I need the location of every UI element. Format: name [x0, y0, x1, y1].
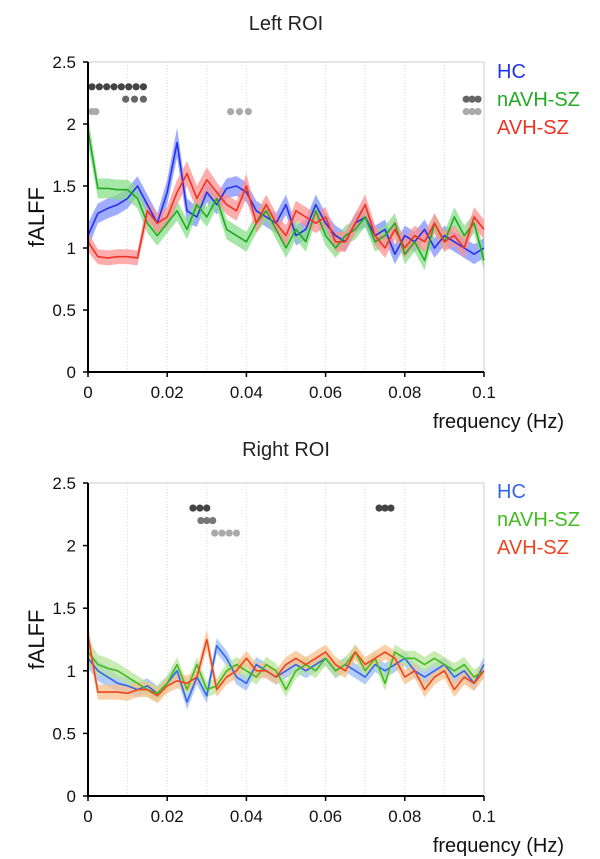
y-axis-label: fALFF: [24, 610, 49, 670]
legend-entry-hc: HC: [497, 481, 526, 503]
x-tick-label: 0.02: [151, 383, 184, 402]
significance-dot: [225, 529, 233, 537]
significance-dot: [227, 108, 235, 116]
confidence-band-avh-sz: [88, 161, 484, 266]
series-line-avh-sz: [87, 172, 485, 259]
x-tick-label: 0.08: [388, 807, 421, 826]
legend-entry-navh-sz: nAVH-SZ: [497, 89, 580, 111]
significance-dot: [189, 504, 197, 512]
significance-dot: [244, 108, 252, 116]
y-tick-label: 0.5: [52, 724, 76, 743]
y-tick-label: 2: [67, 115, 76, 134]
series-line-hc: [87, 644, 485, 703]
significance-dot: [88, 83, 96, 91]
y-tick-label: 0: [67, 363, 76, 382]
legend-entry-avh-sz: AVH-SZ: [497, 117, 569, 139]
x-tick-label: 0.06: [309, 383, 342, 402]
chart-panel-1: Left ROI 0 0.5 1 1.5 2 2.5 0 0.02 0.04 0.06 0.08 0.1…: [24, 13, 580, 433]
significance-dot: [468, 108, 476, 116]
x-axis-label: frequency (Hz): [433, 835, 564, 857]
y-tick-label: 2.5: [52, 53, 76, 72]
significance-dot: [125, 83, 133, 91]
significance-dot: [139, 83, 147, 91]
series-line-avh-sz: [87, 635, 485, 697]
legend-entry-avh-sz: AVH-SZ: [497, 537, 569, 559]
y-tick-label: 2: [67, 537, 76, 556]
significance-dot: [197, 516, 205, 525]
y-tick-label: 1.5: [52, 177, 76, 196]
significance-dot: [462, 95, 470, 103]
significance-dot: [139, 95, 147, 103]
y-tick-label: 1: [67, 239, 76, 258]
significance-dot: [132, 83, 140, 91]
x-tick-label: 0.1: [472, 807, 496, 826]
x-tick-label: 0.04: [230, 383, 263, 402]
significance-dot: [375, 504, 383, 512]
x-tick-label: 0.1: [472, 383, 496, 402]
legend-entry-hc: HC: [497, 61, 526, 83]
significance-dot: [203, 504, 211, 512]
significance-dot: [387, 504, 395, 512]
y-axis-label: fALFF: [24, 187, 49, 247]
significance-dot: [95, 83, 103, 91]
significance-dot: [462, 108, 470, 116]
significance-dot: [103, 83, 111, 91]
y-tick-label: 0.5: [52, 301, 76, 320]
significance-dot: [117, 83, 125, 91]
series-line-navh-sz: [87, 651, 485, 695]
legend-entry-navh-sz: nAVH-SZ: [497, 509, 580, 531]
significance-dot: [209, 516, 217, 525]
significance-dot: [92, 108, 100, 116]
significance-dot: [474, 95, 482, 103]
chart-title: Left ROI: [249, 13, 323, 35]
x-tick-label: 0.08: [388, 383, 421, 402]
y-tick-label: 0: [67, 787, 76, 806]
y-tick-label: 1.5: [52, 599, 76, 618]
x-tick-label: 0: [83, 383, 92, 402]
y-tick-label: 2.5: [52, 474, 76, 493]
significance-dot: [122, 95, 130, 103]
significance-dot: [232, 529, 241, 537]
x-axis-label: frequency (Hz): [433, 411, 564, 433]
chart-title: Right ROI: [242, 439, 330, 461]
significance-dot: [474, 108, 482, 116]
x-tick-label: 0: [83, 807, 92, 826]
x-tick-label: 0.06: [309, 807, 342, 826]
significance-dot: [211, 529, 219, 537]
confidence-band-navh-sz: [88, 115, 484, 271]
significance-dot: [110, 83, 118, 91]
series-line-navh-sz: [87, 130, 485, 262]
confidence-band-hc: [88, 638, 484, 710]
significance-dot: [130, 95, 139, 103]
x-tick-label: 0.04: [230, 807, 263, 826]
significance-dot: [218, 529, 226, 537]
significance-dot: [203, 516, 211, 525]
y-tick-label: 1: [67, 662, 76, 681]
significance-dot: [468, 95, 476, 103]
x-tick-label: 0.02: [151, 807, 184, 826]
significance-dot: [381, 504, 389, 512]
chart-panel-2: Right ROI 0 0.5 1 1.5 2 2.5 0 0.02 0.04 0.06 0.08 0.…: [24, 439, 580, 857]
significance-dot: [196, 504, 204, 512]
significance-dot: [235, 108, 244, 116]
